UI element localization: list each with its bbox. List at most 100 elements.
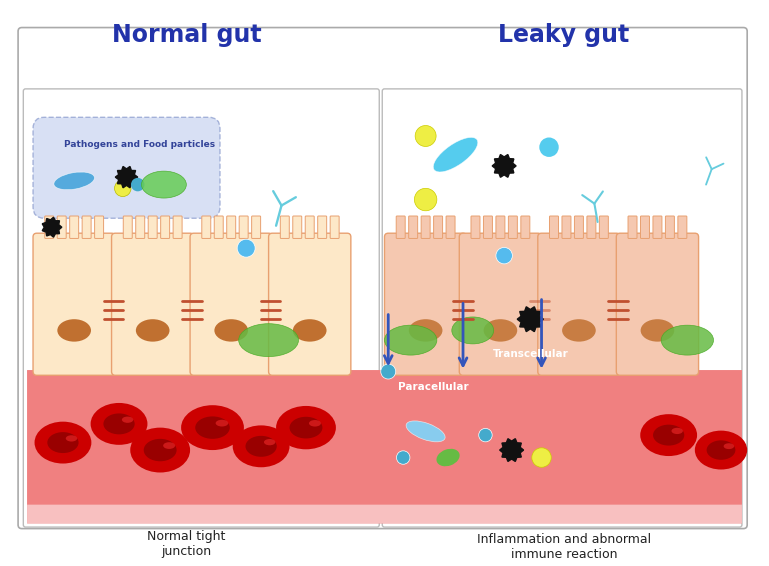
FancyBboxPatch shape bbox=[538, 233, 620, 375]
FancyBboxPatch shape bbox=[33, 117, 220, 218]
Polygon shape bbox=[115, 166, 138, 188]
FancyBboxPatch shape bbox=[173, 216, 182, 238]
Ellipse shape bbox=[661, 325, 714, 355]
Circle shape bbox=[532, 448, 551, 468]
Text: Paracellular: Paracellular bbox=[398, 382, 468, 392]
FancyBboxPatch shape bbox=[434, 216, 443, 238]
Text: Inflammation and abnormal
immune reaction: Inflammation and abnormal immune reactio… bbox=[477, 533, 651, 561]
Ellipse shape bbox=[136, 319, 169, 342]
Polygon shape bbox=[500, 439, 524, 461]
FancyBboxPatch shape bbox=[508, 216, 518, 238]
FancyBboxPatch shape bbox=[574, 216, 584, 238]
FancyBboxPatch shape bbox=[190, 233, 272, 375]
Ellipse shape bbox=[409, 319, 442, 342]
Text: Transcellular: Transcellular bbox=[493, 349, 569, 359]
Ellipse shape bbox=[163, 442, 175, 449]
Ellipse shape bbox=[671, 428, 683, 434]
FancyBboxPatch shape bbox=[408, 216, 418, 238]
FancyBboxPatch shape bbox=[459, 233, 541, 375]
Circle shape bbox=[415, 126, 436, 147]
FancyBboxPatch shape bbox=[330, 216, 339, 238]
Ellipse shape bbox=[144, 439, 177, 461]
Ellipse shape bbox=[141, 171, 186, 198]
Ellipse shape bbox=[66, 435, 77, 441]
Ellipse shape bbox=[384, 325, 437, 355]
Ellipse shape bbox=[437, 449, 460, 466]
Ellipse shape bbox=[724, 443, 734, 449]
Text: Pathogens and Food particles: Pathogens and Food particles bbox=[65, 140, 215, 149]
Ellipse shape bbox=[293, 319, 327, 342]
Circle shape bbox=[496, 247, 512, 264]
FancyBboxPatch shape bbox=[587, 216, 596, 238]
Circle shape bbox=[414, 188, 437, 211]
Circle shape bbox=[381, 364, 396, 379]
FancyBboxPatch shape bbox=[45, 216, 54, 238]
FancyBboxPatch shape bbox=[653, 216, 662, 238]
FancyBboxPatch shape bbox=[112, 233, 194, 375]
Circle shape bbox=[539, 138, 559, 157]
Ellipse shape bbox=[276, 406, 336, 449]
Ellipse shape bbox=[48, 432, 78, 453]
Ellipse shape bbox=[233, 426, 290, 468]
FancyBboxPatch shape bbox=[421, 216, 430, 238]
FancyBboxPatch shape bbox=[281, 216, 289, 238]
FancyBboxPatch shape bbox=[239, 216, 248, 238]
FancyBboxPatch shape bbox=[227, 216, 235, 238]
FancyBboxPatch shape bbox=[599, 216, 608, 238]
Ellipse shape bbox=[215, 420, 228, 427]
FancyBboxPatch shape bbox=[293, 216, 301, 238]
FancyBboxPatch shape bbox=[161, 216, 170, 238]
Ellipse shape bbox=[406, 421, 445, 442]
FancyBboxPatch shape bbox=[27, 370, 742, 524]
Ellipse shape bbox=[707, 440, 735, 460]
FancyBboxPatch shape bbox=[665, 216, 674, 238]
FancyBboxPatch shape bbox=[562, 216, 571, 238]
Ellipse shape bbox=[91, 403, 148, 445]
FancyBboxPatch shape bbox=[27, 505, 742, 524]
Ellipse shape bbox=[195, 417, 230, 439]
Ellipse shape bbox=[181, 405, 244, 450]
Ellipse shape bbox=[58, 319, 91, 342]
Ellipse shape bbox=[130, 428, 190, 473]
FancyBboxPatch shape bbox=[305, 216, 315, 238]
FancyBboxPatch shape bbox=[70, 216, 78, 238]
Ellipse shape bbox=[562, 319, 596, 342]
Circle shape bbox=[237, 239, 255, 257]
Text: Normal gut: Normal gut bbox=[112, 23, 261, 47]
FancyBboxPatch shape bbox=[18, 28, 747, 529]
FancyBboxPatch shape bbox=[136, 216, 145, 238]
FancyBboxPatch shape bbox=[384, 233, 467, 375]
Ellipse shape bbox=[433, 138, 478, 172]
FancyBboxPatch shape bbox=[496, 216, 505, 238]
FancyBboxPatch shape bbox=[396, 216, 405, 238]
FancyBboxPatch shape bbox=[484, 216, 492, 238]
Polygon shape bbox=[518, 307, 544, 332]
Circle shape bbox=[115, 180, 131, 196]
Text: Normal tight
junction: Normal tight junction bbox=[147, 530, 225, 558]
Polygon shape bbox=[42, 217, 62, 237]
FancyBboxPatch shape bbox=[57, 216, 66, 238]
Ellipse shape bbox=[641, 414, 697, 456]
FancyBboxPatch shape bbox=[628, 216, 637, 238]
Ellipse shape bbox=[215, 319, 248, 342]
Ellipse shape bbox=[122, 417, 133, 423]
FancyBboxPatch shape bbox=[215, 216, 223, 238]
Ellipse shape bbox=[35, 422, 92, 464]
Ellipse shape bbox=[245, 436, 277, 457]
Ellipse shape bbox=[653, 424, 684, 445]
Ellipse shape bbox=[103, 413, 135, 434]
FancyBboxPatch shape bbox=[23, 89, 379, 527]
FancyBboxPatch shape bbox=[446, 216, 455, 238]
FancyBboxPatch shape bbox=[471, 216, 480, 238]
FancyBboxPatch shape bbox=[201, 216, 211, 238]
Text: Leaky gut: Leaky gut bbox=[498, 23, 630, 47]
Circle shape bbox=[131, 178, 145, 191]
FancyBboxPatch shape bbox=[550, 216, 558, 238]
Ellipse shape bbox=[238, 324, 298, 357]
Circle shape bbox=[479, 428, 492, 442]
FancyBboxPatch shape bbox=[123, 216, 132, 238]
Ellipse shape bbox=[54, 172, 95, 190]
FancyBboxPatch shape bbox=[33, 233, 115, 375]
FancyBboxPatch shape bbox=[641, 216, 650, 238]
Ellipse shape bbox=[641, 319, 674, 342]
